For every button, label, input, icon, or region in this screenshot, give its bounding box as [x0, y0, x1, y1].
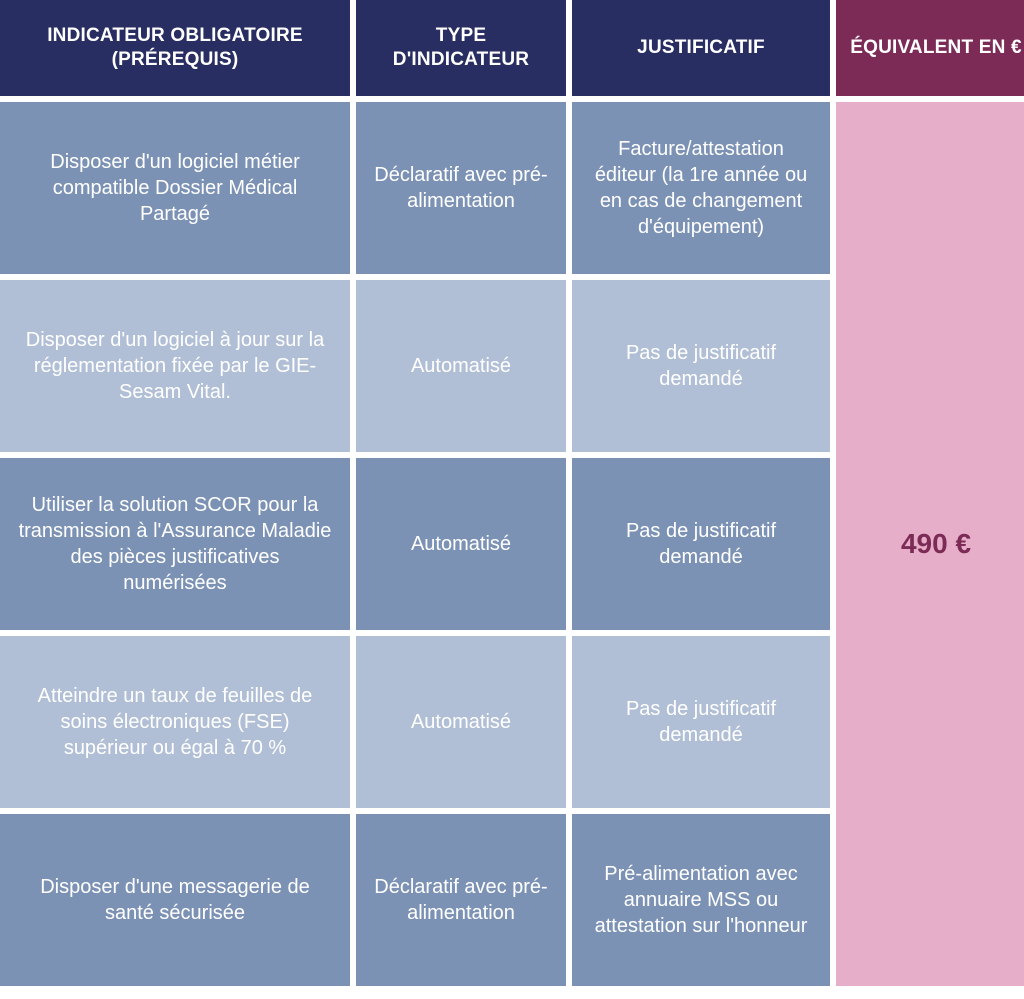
- cell-type: Déclaratif avec pré-alimentation: [356, 102, 566, 274]
- cell-indicateur: Disposer d'une messagerie de santé sécur…: [0, 814, 350, 986]
- cell-indicateur: Utiliser la solution SCOR pour la transm…: [0, 458, 350, 630]
- cell-justificatif: Pas de justificatif demandé: [572, 280, 830, 452]
- cell-justificatif: Pas de justificatif demandé: [572, 636, 830, 808]
- cell-indicateur: Atteindre un taux de feuilles de soins é…: [0, 636, 350, 808]
- cell-indicateur: Disposer d'un logiciel à jour sur la rég…: [0, 280, 350, 452]
- cell-type: Automatisé: [356, 636, 566, 808]
- equivalent-value: 490 €: [836, 102, 1024, 986]
- cell-type: Automatisé: [356, 458, 566, 630]
- column-header: INDICATEUR OBLIGATOIRE (PRÉREQUIS): [0, 0, 350, 96]
- cell-indicateur: Disposer d'un logiciel métier compatible…: [0, 102, 350, 274]
- cell-justificatif: Pas de justificatif demandé: [572, 458, 830, 630]
- column-header: TYPE D'INDICATEUR: [356, 0, 566, 96]
- cell-justificatif: Facture/attestation éditeur (la 1re anné…: [572, 102, 830, 274]
- cell-justificatif: Pré-alimentation avec annuaire MSS ou at…: [572, 814, 830, 986]
- indicator-table: INDICATEUR OBLIGATOIRE (PRÉREQUIS)TYPE D…: [0, 0, 1024, 986]
- column-header: JUSTIFICATIF: [572, 0, 830, 96]
- cell-type: Automatisé: [356, 280, 566, 452]
- column-header: ÉQUIVALENT EN €: [836, 0, 1024, 96]
- cell-type: Déclaratif avec pré-alimentation: [356, 814, 566, 986]
